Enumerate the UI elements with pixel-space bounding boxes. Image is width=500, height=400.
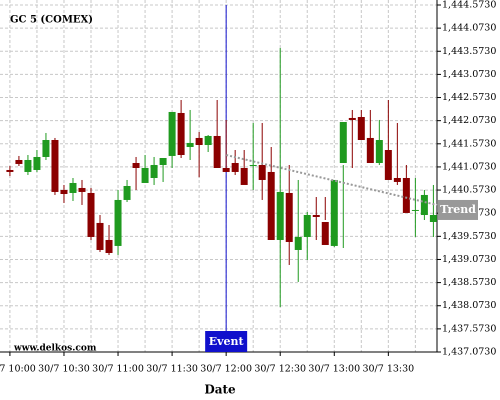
event-tag <box>205 331 248 352</box>
candle-body <box>105 239 113 253</box>
candle-body <box>240 167 248 185</box>
candle-body <box>213 135 221 168</box>
candle-body <box>177 112 185 155</box>
x-tick-label: 30/7 11:00 <box>92 364 144 375</box>
x-tick-label: 30/7 12:00 <box>200 364 252 375</box>
candle-body <box>222 167 230 172</box>
y-tick-label: 1,440.5730 <box>442 185 496 196</box>
y-tick-label: 1,441.0730 <box>442 161 496 172</box>
candle-body <box>204 135 212 146</box>
candle-body <box>258 164 266 180</box>
candle-body <box>267 171 275 240</box>
candle-body <box>6 169 14 172</box>
candle-body <box>276 191 284 240</box>
y-tick-label: 1,441.5730 <box>442 138 496 149</box>
candle-body <box>15 159 23 164</box>
candle-body <box>348 117 356 120</box>
event-label: Event <box>209 335 245 348</box>
x-tick-label: 30/7 10:00 <box>0 364 36 375</box>
candle-body <box>141 167 149 183</box>
candle-body <box>186 142 194 147</box>
candle-body <box>159 158 167 165</box>
trend-label: Trend <box>440 203 476 216</box>
candle-body <box>42 140 50 157</box>
x-tick-label: 30/7 11:30 <box>146 364 198 375</box>
y-tick-label: 1,443.5730 <box>442 46 496 57</box>
candle-body <box>132 162 140 168</box>
x-tick-label: 30/7 13:00 <box>308 364 360 375</box>
candle-body <box>168 111 176 156</box>
y-tick-label: 1,437.0730 <box>442 347 496 358</box>
trend-line <box>225 154 438 206</box>
candle-body <box>303 215 311 237</box>
candle-body <box>321 221 329 245</box>
chart-title: GC 5 (COMEX) <box>10 15 93 26</box>
candle-body <box>429 215 437 222</box>
y-tick-label: 1,439.0730 <box>442 254 496 265</box>
trend-tag <box>438 199 478 220</box>
y-tick-label: 1,443.0730 <box>442 69 496 80</box>
candle-body <box>312 215 320 217</box>
candle-body <box>330 179 338 246</box>
candle-body <box>285 192 293 242</box>
x-tick-label: 30/7 12:30 <box>254 364 306 375</box>
candle-body <box>60 189 68 194</box>
y-tick-label: 1,439.5730 <box>442 231 496 242</box>
watermark: www.delkos.com <box>13 344 97 354</box>
y-tick-label: 1,442.5730 <box>442 92 496 103</box>
candle-body <box>51 140 59 192</box>
x-tick-label: 30/7 10:30 <box>38 364 90 375</box>
y-tick-label: 1,442.0730 <box>442 115 496 126</box>
candle-body <box>339 122 347 163</box>
candle-body <box>366 137 374 163</box>
candle-body <box>402 177 410 213</box>
y-tick-label: 1,438.5730 <box>442 277 496 288</box>
candle-body <box>357 117 365 141</box>
candle-body <box>87 192 95 237</box>
candle-body <box>78 187 86 192</box>
x-tick-label: 30/7 13:30 <box>362 364 414 375</box>
candle-body <box>69 182 77 193</box>
x-axis-label: Date <box>204 383 236 397</box>
candle-body <box>294 236 302 250</box>
candle-body <box>231 162 239 172</box>
y-tick-label: 1,438.0730 <box>442 300 496 311</box>
candle-body <box>123 185 131 200</box>
candle-body <box>96 222 104 250</box>
candle-body <box>411 209 419 211</box>
candle-body <box>393 177 401 182</box>
candle-body <box>420 194 428 216</box>
candle-body <box>195 137 203 146</box>
candle-body <box>384 149 392 180</box>
candle-body <box>114 199 122 246</box>
y-tick-label: 1,444.0730 <box>442 23 496 34</box>
candle-body <box>150 164 158 178</box>
y-tick-label: 1,437.5730 <box>442 323 496 334</box>
candle-body <box>375 140 383 163</box>
candle-body <box>249 164 257 166</box>
y-tick-label: 1,444.5730 <box>442 0 496 10</box>
candle-body <box>33 156 41 170</box>
candle-body <box>24 159 32 172</box>
